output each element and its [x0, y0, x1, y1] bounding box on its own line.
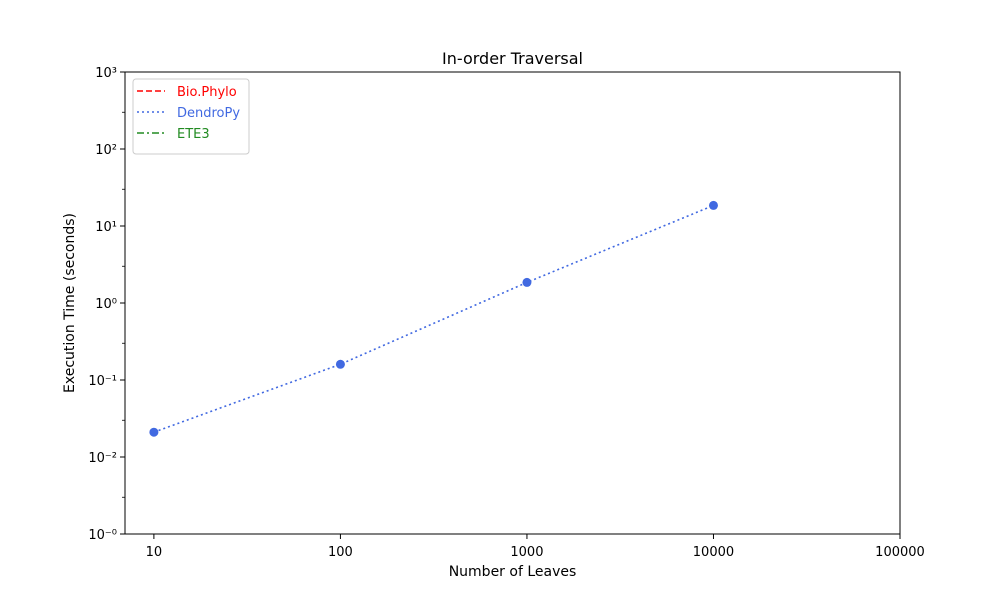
- data-point: [522, 277, 532, 287]
- y-tick-label: 10⁻²: [88, 451, 117, 466]
- legend: Bio.Phylo DendroPy ETE3: [132, 78, 250, 155]
- data-point: [335, 359, 345, 369]
- x-tick-label: 10000: [693, 545, 734, 560]
- data-point: [149, 427, 159, 437]
- x-tick-label: 10: [146, 545, 163, 560]
- legend-label: ETE3: [177, 127, 210, 142]
- y-tick-label: 10³: [95, 66, 117, 81]
- y-tick-label: 10⁰: [95, 297, 117, 312]
- x-tick-label: 100: [328, 545, 353, 560]
- x-axis-label: Number of Leaves: [449, 564, 577, 580]
- x-axis: 10 100 1000 10000 100000: [146, 534, 925, 560]
- x-tick-label: 1000: [510, 545, 543, 560]
- y-tick-label: 10²: [95, 143, 117, 158]
- data-point: [708, 200, 718, 210]
- y-tick-label: 10⁻¹: [88, 374, 117, 389]
- y-tick-label: 10⁻⁰: [88, 528, 117, 543]
- plot-marks: [149, 200, 718, 437]
- y-axis: 10⁻⁰ 10⁻² 10⁻¹ 10⁰ 10¹ 10² 10³: [88, 66, 125, 543]
- chart-title: In-order Traversal: [442, 49, 583, 68]
- y-tick-label: 10¹: [95, 220, 117, 235]
- series-line: [153, 204, 714, 433]
- x-tick-label: 100000: [875, 545, 925, 560]
- legend-label: Bio.Phylo: [177, 85, 237, 100]
- legend-label: DendroPy: [177, 106, 240, 121]
- legend-box: [132, 78, 250, 155]
- y-axis-label: Execution Time (seconds): [62, 213, 78, 393]
